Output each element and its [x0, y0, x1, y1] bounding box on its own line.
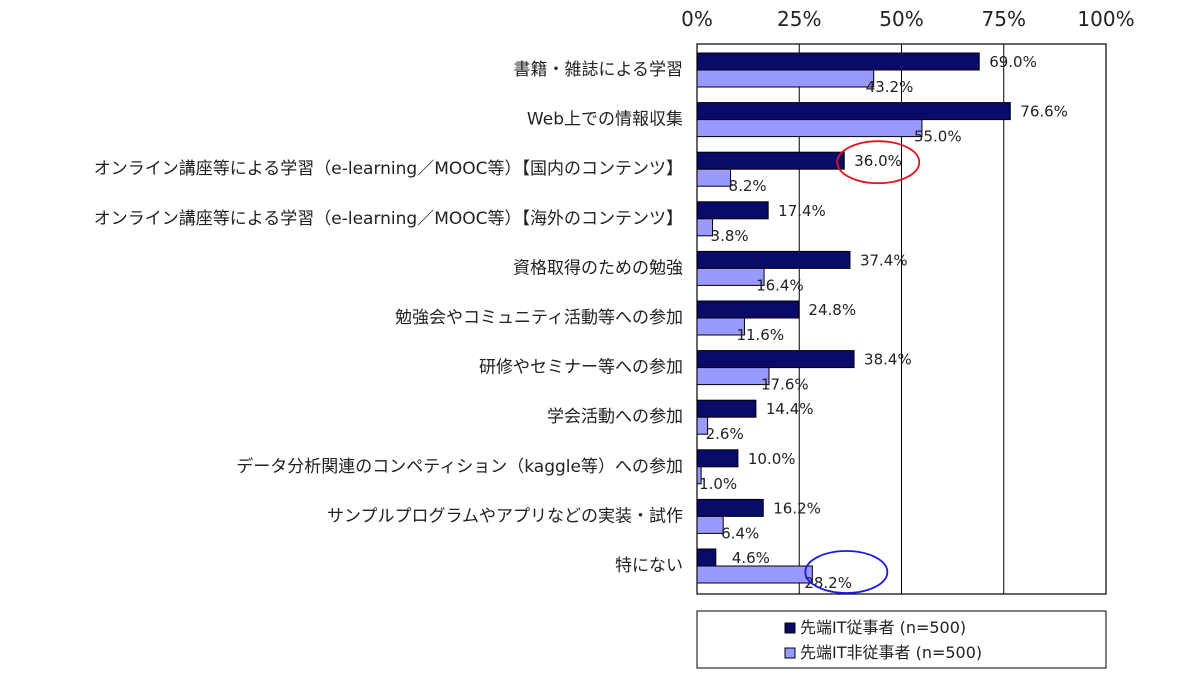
bar-series1	[696, 449, 739, 468]
bar-series1	[696, 498, 764, 517]
value-label: 69.0%	[989, 53, 1037, 71]
x-tick-label: 0%	[681, 7, 713, 31]
category-label: Web上での情報収集	[527, 110, 683, 130]
value-label: 17.4%	[778, 202, 826, 220]
x-tick-label: 50%	[879, 7, 923, 31]
category-label: データ分析関連のコンペティション（kaggle等）への参加	[236, 456, 683, 477]
legend-box	[696, 610, 1107, 669]
value-label: 43.2%	[866, 78, 914, 96]
category-label: 特にない	[615, 556, 683, 576]
value-label: 8.2%	[729, 177, 767, 195]
value-label: 55.0%	[914, 128, 962, 146]
value-label: 37.4%	[860, 251, 908, 269]
bar-series2	[696, 119, 923, 138]
highlight-circle	[836, 140, 921, 185]
bar-series2	[696, 218, 714, 237]
bar-series2	[696, 367, 770, 386]
bar-series2	[696, 515, 724, 534]
value-label: 2.6%	[706, 425, 744, 443]
category-label: オンライン講座等による学習（e-learning／MOOC等）【海外のコンテンツ…	[94, 209, 683, 229]
bar-series1	[696, 151, 845, 170]
bar-series2	[696, 267, 765, 286]
value-label: 6.4%	[721, 524, 759, 542]
value-label: 28.2%	[804, 574, 852, 592]
value-label: 3.8%	[711, 227, 749, 245]
x-tick-label: 100%	[1077, 7, 1134, 31]
value-label: 24.8%	[808, 301, 856, 319]
bar-series2	[696, 317, 745, 336]
bar-series1	[696, 250, 851, 269]
category-label: 勉強会やコミュニティ活動等への参加	[395, 308, 683, 328]
bar-series2	[696, 466, 702, 485]
bar-series2	[696, 69, 875, 88]
value-label: 4.6%	[732, 549, 770, 567]
category-label: サンプルプログラムやアプリなどの実装・試作	[327, 506, 683, 526]
value-label: 1.0%	[699, 475, 737, 493]
value-label: 16.2%	[773, 499, 821, 517]
value-label: 14.4%	[766, 400, 814, 418]
bar-series2	[696, 565, 813, 584]
bar-series1	[696, 300, 799, 319]
bar-series2	[696, 416, 709, 435]
category-label: オンライン講座等による学習（e-learning／MOOC等）【国内のコンテンツ…	[94, 159, 683, 179]
value-label: 38.4%	[864, 351, 912, 369]
value-label: 11.6%	[736, 326, 784, 344]
bar-series1	[696, 52, 980, 71]
bar-series1	[696, 102, 1011, 121]
bar-series1	[696, 399, 757, 418]
x-tick-label: 75%	[982, 7, 1026, 31]
bar-series2	[696, 168, 732, 187]
value-label: 76.6%	[1020, 103, 1068, 121]
highlight-circle	[804, 550, 889, 594]
category-label: 研修やセミナー等への参加	[479, 358, 683, 378]
x-tick-label: 25%	[777, 7, 821, 31]
value-label: 16.4%	[756, 276, 804, 294]
bar-series1	[696, 201, 769, 220]
legend-swatch	[784, 622, 796, 634]
category-label: 学会活動への参加	[547, 407, 683, 427]
value-label: 36.0%	[854, 152, 902, 170]
bar-series1	[696, 548, 717, 567]
value-label: 10.0%	[748, 450, 796, 468]
legend-label: 先端IT従事者 (n=500)	[800, 618, 966, 637]
legend-swatch	[784, 647, 796, 659]
bar-series1	[696, 350, 855, 369]
category-label: 書籍・雑誌による学習	[514, 60, 684, 80]
value-label: 17.6%	[761, 376, 809, 394]
category-label: 資格取得のための勉強	[513, 258, 683, 278]
legend-label: 先端IT非従事者 (n=500)	[800, 643, 982, 662]
